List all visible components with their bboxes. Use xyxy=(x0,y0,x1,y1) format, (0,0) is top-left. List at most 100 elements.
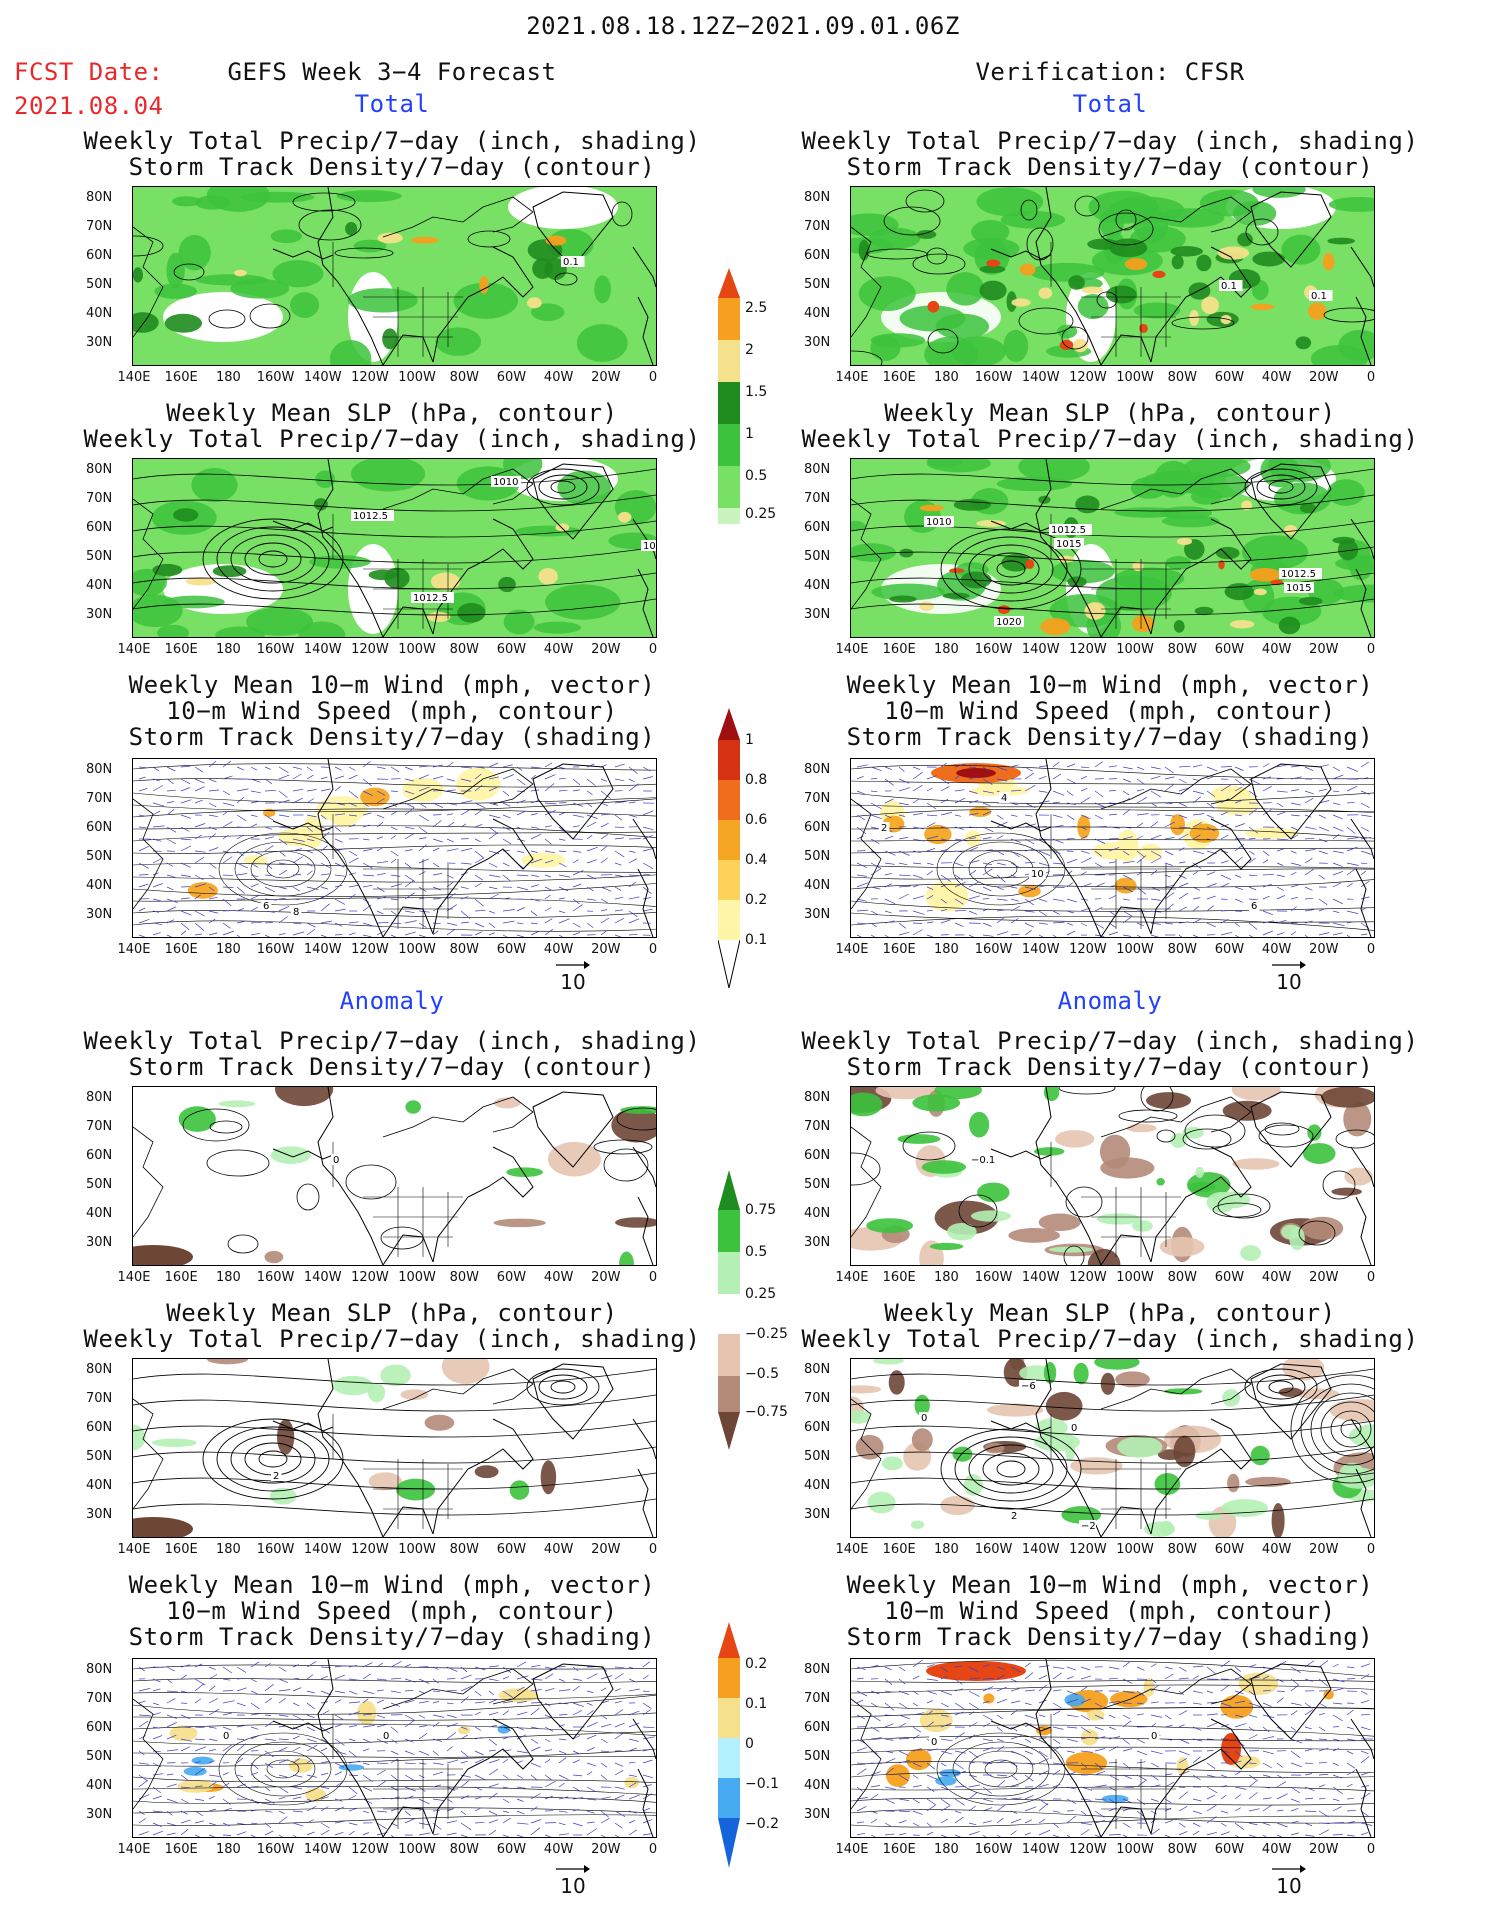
contour-label: 1010 xyxy=(926,517,951,528)
lat-tick: 60N xyxy=(86,1720,113,1735)
lon-tick: 140E xyxy=(117,1842,151,1857)
map-ob-precip: 0.1 0.1 xyxy=(850,186,1375,366)
lon-tick: 60W xyxy=(1214,370,1245,385)
lat-tick: 40N xyxy=(804,1478,831,1493)
lon-tick: 100W xyxy=(398,1542,436,1557)
lon-tick: 80W xyxy=(1167,642,1197,657)
lon-tick: 60W xyxy=(496,1542,527,1557)
lon-tick: 0 xyxy=(648,1542,658,1557)
lon-tick: 0 xyxy=(648,1270,658,1285)
lon-tick: 140W xyxy=(303,942,342,957)
lon-tick: 80W xyxy=(1167,942,1197,957)
lon-tick: 80W xyxy=(1167,370,1197,385)
lon-tick: 160E xyxy=(882,642,916,657)
contour-label: 6 xyxy=(1251,901,1257,912)
lat-tick: 80N xyxy=(804,1362,831,1377)
cbar-label: 0.8 xyxy=(745,772,768,788)
lat-tick: 30N xyxy=(804,335,831,350)
contour-label: 2 xyxy=(1011,1511,1017,1522)
lon-tick: 60W xyxy=(496,1270,527,1285)
lat-tick: 40N xyxy=(804,1206,831,1221)
cbar-label: 0.5 xyxy=(745,1244,768,1260)
lat-tick: 30N xyxy=(86,1807,113,1822)
lon-tick: 60W xyxy=(1214,1542,1245,1557)
lon-tick: 140E xyxy=(117,642,151,657)
lat-tick: 70N xyxy=(804,1119,831,1134)
contour-label: 2 xyxy=(881,823,887,834)
lon-tick: 160W xyxy=(256,942,295,957)
lon-tick: 80W xyxy=(1167,1842,1197,1857)
lat-tick: 30N xyxy=(804,1807,831,1822)
cbar-label: 1 xyxy=(745,426,754,442)
lat-tick: 50N xyxy=(86,849,113,864)
lon-tick: 0 xyxy=(1366,1542,1376,1557)
cbar-label: −0.75 xyxy=(745,1404,788,1420)
lon-tick: 0 xyxy=(648,1842,658,1857)
lon-tick: 160W xyxy=(256,1842,295,1857)
lat-tick: 70N xyxy=(86,1119,113,1134)
contour-label: 2 xyxy=(273,1471,279,1482)
lon-tick: 120W xyxy=(1069,1270,1107,1285)
lat-tick: 60N xyxy=(86,1148,113,1163)
fcst-date-value: 2021.08.04 xyxy=(14,92,164,120)
lat-tick: 40N xyxy=(804,306,831,321)
cbar-label: −0.1 xyxy=(745,1776,779,1792)
lat-tick: 60N xyxy=(86,820,113,835)
lat-tick: 60N xyxy=(86,520,113,535)
lon-tick: 140E xyxy=(117,942,151,957)
contour-label: 0 xyxy=(931,1737,937,1748)
lat-tick: 80N xyxy=(86,1090,113,1105)
lon-tick: 20W xyxy=(591,1542,621,1557)
lon-tick: 120W xyxy=(1069,942,1107,957)
cbar-label: 2.5 xyxy=(745,300,768,316)
lon-tick: 140E xyxy=(117,1542,151,1557)
lon-tick: 0 xyxy=(648,370,658,385)
lat-tick: 40N xyxy=(804,578,831,593)
contour-label: 1015 xyxy=(1286,583,1311,594)
map-ob-wind: 4 2 10 6 xyxy=(850,758,1375,938)
lon-tick: 180 xyxy=(215,1842,241,1857)
lon-tick: 160E xyxy=(882,1270,916,1285)
cbar-label: 1.5 xyxy=(745,384,768,400)
lat-tick: 60N xyxy=(804,1720,831,1735)
lon-tick: 180 xyxy=(933,1270,959,1285)
lon-tick: 0 xyxy=(1366,1842,1376,1857)
lon-tick: 80W xyxy=(449,370,479,385)
lat-tick: 50N xyxy=(86,277,113,292)
lat-tick: 30N xyxy=(804,1235,831,1250)
verification-title: Verification: CFSR xyxy=(975,58,1245,86)
lon-tick: 100W xyxy=(398,370,436,385)
lon-tick: 100W xyxy=(1116,1542,1154,1557)
lon-tick: 0 xyxy=(1366,370,1376,385)
contour-label: 1012.5 xyxy=(1051,525,1086,536)
lat-tick: 60N xyxy=(86,248,113,263)
lat-tick: 40N xyxy=(804,878,831,893)
lon-tick: 40W xyxy=(543,942,574,957)
lat-tick: 70N xyxy=(86,219,113,234)
lat-tick: 40N xyxy=(804,1778,831,1793)
vector-ref-fc-total: 10 xyxy=(556,960,590,994)
lon-tick: 80W xyxy=(1167,1542,1197,1557)
lon-tick: 60W xyxy=(1214,1270,1245,1285)
lon-tick: 140E xyxy=(835,1842,869,1857)
title-ob-anom-wind: Weekly Mean 10−m Wind (mph, vector) 10−m … xyxy=(846,1571,1374,1651)
contour-label: 0.1 xyxy=(563,257,579,268)
lon-tick: 180 xyxy=(933,942,959,957)
colorbar-anom-storm xyxy=(718,1622,740,1868)
cbar-label: 0.1 xyxy=(745,1696,768,1712)
lon-tick: 80W xyxy=(449,1842,479,1857)
lon-tick: 40W xyxy=(543,642,574,657)
lat-tick: 50N xyxy=(804,1177,831,1192)
lon-tick: 100W xyxy=(1116,642,1154,657)
lat-tick: 50N xyxy=(804,549,831,564)
lon-tick: 140W xyxy=(303,1842,342,1857)
contour-label: 0 xyxy=(1151,1731,1157,1742)
title-ob-total-precip: Weekly Total Precip/7−day (inch, shading… xyxy=(801,127,1419,181)
lon-tick: 80W xyxy=(449,1270,479,1285)
contour-label: 1017 xyxy=(643,541,656,552)
lat-tick: 30N xyxy=(804,907,831,922)
lon-tick: 180 xyxy=(933,1842,959,1857)
cbar-label: 0 xyxy=(745,1736,754,1752)
lat-tick: 30N xyxy=(86,907,113,922)
